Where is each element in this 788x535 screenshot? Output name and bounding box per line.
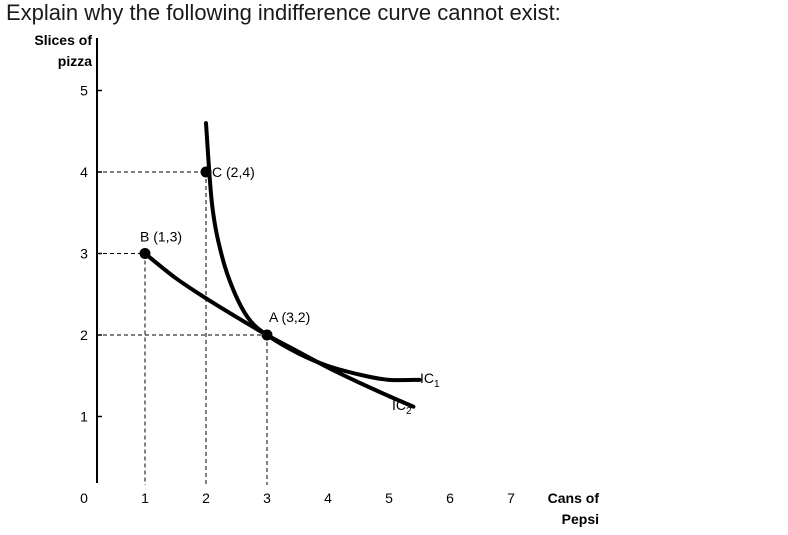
x-tick-label: 0 bbox=[80, 490, 88, 506]
y-tick-label: 3 bbox=[80, 246, 88, 262]
point-label: B (1,3) bbox=[140, 229, 182, 245]
indifference-curve-ic1 bbox=[204, 121, 422, 383]
x-axis-title-line1: Cans of bbox=[548, 490, 600, 506]
y-tick-label: 5 bbox=[80, 83, 88, 99]
y-tick-label: 1 bbox=[80, 409, 88, 425]
y-tick-label: 4 bbox=[80, 164, 88, 180]
curve-label-ic2: IC2 bbox=[392, 397, 412, 417]
x-tick-label: 5 bbox=[385, 490, 393, 506]
curves bbox=[143, 121, 422, 409]
point-marker bbox=[200, 166, 212, 178]
y-tick-label: 2 bbox=[80, 327, 88, 343]
y-axis-title-line2: pizza bbox=[58, 53, 92, 69]
x-tick-label: 6 bbox=[446, 490, 454, 506]
point-marker bbox=[261, 329, 273, 341]
x-tick-label: 7 bbox=[507, 490, 515, 506]
point-label: A (3,2) bbox=[269, 309, 310, 325]
labels: Slices of pizza Cans of Pepsi IC1 IC2 B (1,3) C… bbox=[34, 32, 599, 527]
curve-label-ic1: IC1 bbox=[420, 370, 440, 390]
ticks: 1 2 3 4 5 0 1 2 3 4 5 6 7 bbox=[80, 83, 515, 507]
point-marker bbox=[139, 248, 151, 259]
x-tick-label: 1 bbox=[141, 490, 149, 506]
x-tick-label: 4 bbox=[324, 490, 332, 506]
indifference-curve-ic2 bbox=[143, 251, 416, 409]
y-axis-title-line1: Slices of bbox=[34, 32, 92, 48]
x-axis-title-line2: Pepsi bbox=[562, 511, 599, 527]
x-tick-label: 3 bbox=[263, 490, 271, 506]
point-label: C (2,4) bbox=[212, 164, 255, 180]
guide-lines bbox=[103, 171, 268, 485]
question-text: Explain why the following indifference c… bbox=[6, 0, 561, 25]
point-markers bbox=[139, 166, 273, 341]
x-tick-label: 2 bbox=[202, 490, 210, 506]
